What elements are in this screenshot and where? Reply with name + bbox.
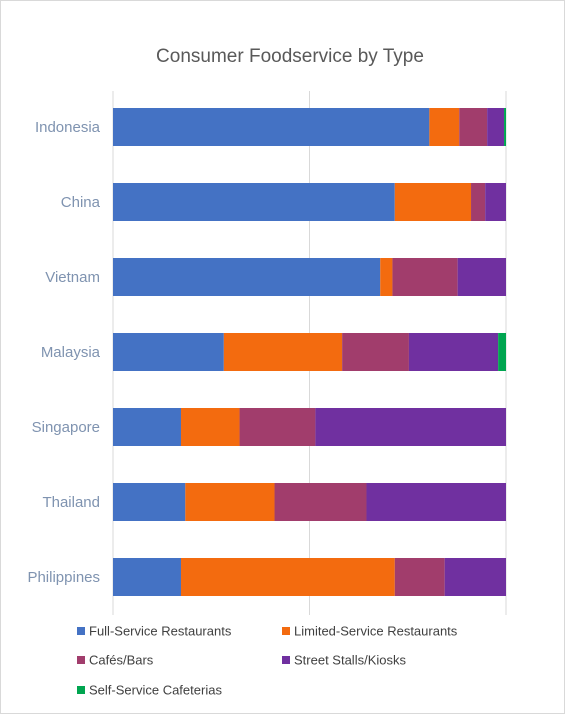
bar-vietnam-series-1 [380, 258, 393, 296]
bar-malaysia-series-0 [113, 333, 224, 371]
bar-vietnam-series-0 [113, 258, 381, 296]
legend-label-0: Full-Service Restaurants [89, 624, 232, 639]
category-label-thailand: Thailand [42, 494, 100, 511]
legend-label-4: Self-Service Cafeterias [89, 683, 222, 698]
bar-malaysia-series-1 [223, 333, 343, 371]
category-labels: Indonesia China Vietnam Malaysia Singapore Th… [27, 119, 100, 586]
bar-vietnam-series-2 [392, 258, 458, 296]
bar-malaysia-series-2 [342, 333, 409, 371]
category-label-malaysia: Malaysia [41, 344, 101, 361]
bars [113, 108, 506, 596]
bar-vietnam-series-3 [457, 258, 506, 296]
bar-philippines-series-2 [394, 558, 445, 596]
bar-philippines-series-0 [113, 558, 181, 596]
bar-thailand-series-2 [274, 483, 367, 521]
bar-singapore-series-0 [113, 408, 181, 446]
legend-swatch-2 [77, 656, 85, 664]
bar-indonesia-series-2 [459, 108, 488, 146]
bar-indonesia-series-0 [113, 108, 430, 146]
legend-label-3: Street Stalls/Kiosks [294, 653, 406, 668]
category-label-philippines: Philippines [27, 569, 100, 586]
bar-singapore-series-1 [180, 408, 240, 446]
bar-china-series-2 [471, 183, 486, 221]
category-label-singapore: Singapore [32, 419, 100, 436]
category-label-vietnam: Vietnam [45, 269, 100, 286]
bar-indonesia-series-4 [504, 108, 506, 146]
legend-swatch-0 [77, 627, 85, 635]
legend: Full-Service Restaurants Limited-Service … [77, 624, 458, 698]
bar-thailand-series-3 [366, 483, 506, 521]
bar-philippines-series-3 [444, 558, 506, 596]
bar-malaysia-series-3 [408, 333, 499, 371]
bar-thailand-series-0 [113, 483, 186, 521]
bar-thailand-series-1 [185, 483, 275, 521]
bar-indonesia-series-3 [487, 108, 505, 146]
legend-label-1: Limited-Service Restaurants [294, 624, 458, 639]
bar-china-series-0 [113, 183, 395, 221]
chart-title: Consumer Foodservice by Type [156, 46, 424, 67]
legend-swatch-3 [282, 656, 290, 664]
bar-china-series-3 [485, 183, 506, 221]
bar-philippines-series-1 [180, 558, 395, 596]
legend-swatch-4 [77, 686, 85, 694]
bar-china-series-1 [394, 183, 472, 221]
legend-swatch-1 [282, 627, 290, 635]
bar-malaysia-series-4 [498, 333, 506, 371]
bar-singapore-series-3 [315, 408, 506, 446]
bar-indonesia-series-1 [429, 108, 460, 146]
category-label-indonesia: Indonesia [35, 119, 101, 136]
category-label-china: China [61, 194, 101, 211]
bar-singapore-series-2 [239, 408, 316, 446]
legend-label-2: Cafés/Bars [89, 653, 154, 668]
